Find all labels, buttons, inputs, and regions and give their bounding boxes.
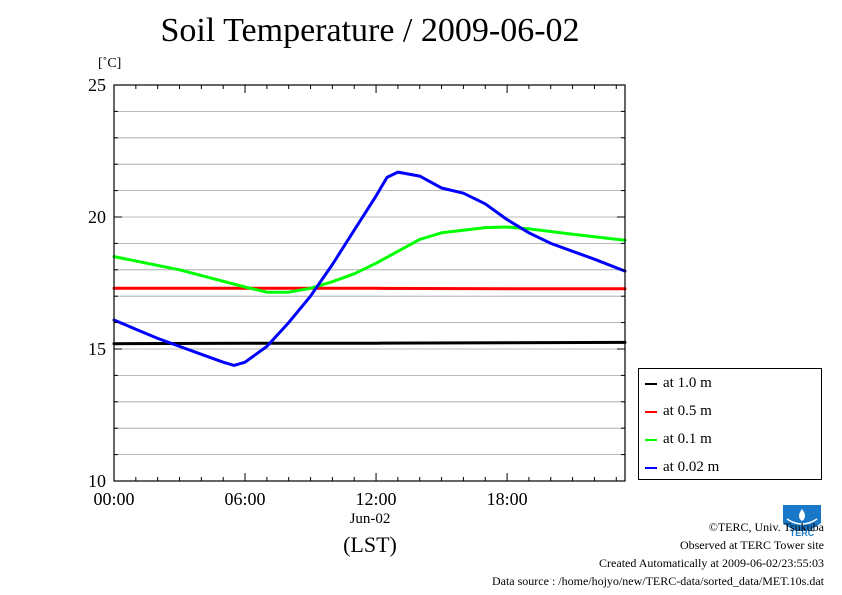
x-tick-label: 00:00 (93, 489, 134, 509)
series-lines (112, 170, 627, 367)
footer-copyright: ©TERC, Univ. Tsukuba (708, 520, 824, 534)
logo-text: TERC (790, 528, 815, 538)
legend-label: at 0.02 m (663, 459, 720, 475)
chart-title: Soil Temperature / 2009-06-02 (160, 12, 580, 49)
footer-source: Data source : /home/hojyo/new/TERC-data/… (491, 574, 824, 588)
series-line-3 (112, 170, 627, 367)
axis-ticks (113, 84, 625, 482)
tick-labels: 10 15 20 25 00:00 06:00 12:00 18:00 (88, 75, 528, 509)
y-tick-label: 25 (88, 75, 106, 95)
legend-swatch (645, 466, 657, 469)
x-tick-label: 06:00 (225, 489, 266, 509)
legend-label: at 0.1 m (663, 431, 712, 447)
legend-item: at 0.02 m (645, 456, 719, 478)
x-tick-label: 18:00 (487, 489, 528, 509)
y-tick-label: 15 (88, 339, 106, 359)
legend-item: at 1.0 m (645, 372, 712, 394)
x-tick-label: 12:00 (356, 489, 397, 509)
plot-frame (113, 84, 626, 482)
footer-created: Created Automatically at 2009-06-02/23:5… (599, 556, 824, 570)
legend-item: at 0.5 m (645, 400, 712, 422)
terc-logo: TERC (783, 505, 821, 538)
grid-lines (114, 111, 625, 456)
legend: at 1.0 m at 0.5 m at 0.1 m at 0.02 m (638, 368, 822, 480)
legend-swatch (645, 410, 657, 413)
series-line-0 (112, 340, 627, 346)
legend-label: at 0.5 m (663, 403, 712, 419)
series-line-2 (112, 225, 627, 294)
legend-item: at 0.1 m (645, 428, 712, 450)
y-tick-label: 10 (88, 471, 106, 491)
legend-swatch (645, 382, 657, 385)
x-axis-label: (LST) (343, 532, 397, 557)
y-tick-label: 20 (88, 207, 106, 227)
legend-label: at 1.0 m (663, 375, 712, 391)
legend-swatch (645, 438, 657, 441)
x-axis-date-label: Jun-02 (349, 511, 391, 527)
y-axis-unit: [˚C] (98, 56, 122, 71)
footer-site: Observed at TERC Tower site (679, 538, 824, 552)
series-line-1 (112, 286, 627, 291)
